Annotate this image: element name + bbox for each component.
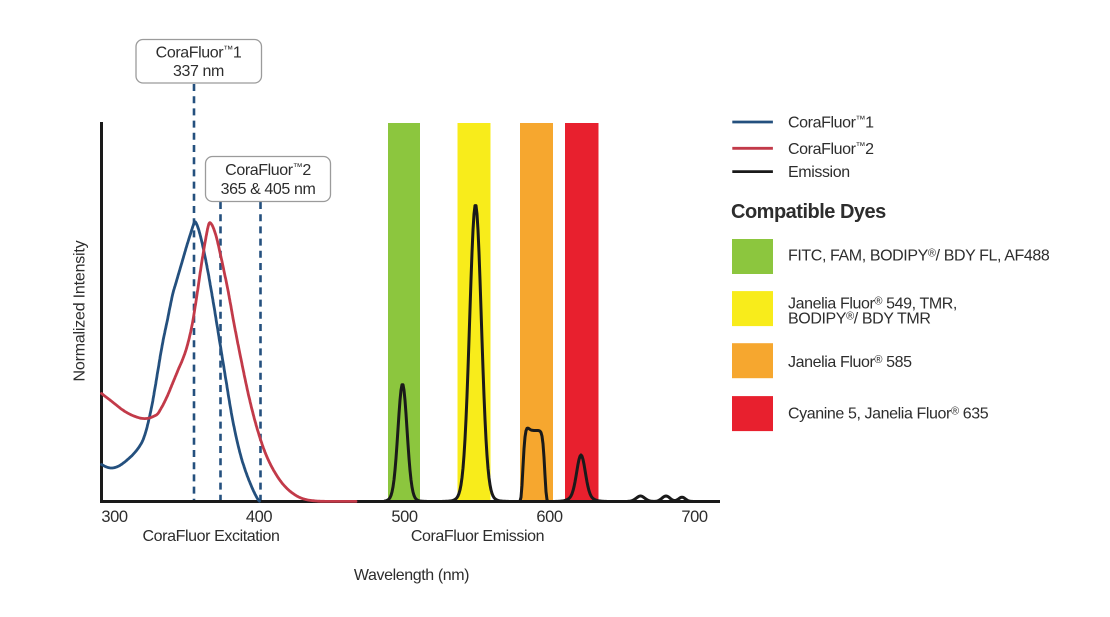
svg-text:Cyanine 5, Janelia Fluor® 635: Cyanine 5, Janelia Fluor® 635 [788, 406, 989, 423]
svg-text:400: 400 [246, 508, 273, 526]
svg-text:500: 500 [391, 508, 418, 526]
svg-text:CoraFluor™1: CoraFluor™1 [788, 115, 874, 132]
svg-text:Emission: Emission [788, 164, 850, 181]
svg-text:337 nm: 337 nm [173, 63, 224, 80]
svg-text:CoraFluor™2: CoraFluor™2 [788, 141, 874, 158]
svg-text:365 & 405 nm: 365 & 405 nm [221, 181, 316, 198]
svg-text:BODIPY®/ BDY TMR: BODIPY®/ BDY TMR [788, 311, 931, 328]
svg-text:600: 600 [536, 508, 563, 526]
svg-text:Janelia Fluor® 585: Janelia Fluor® 585 [788, 354, 912, 371]
svg-text:Janelia Fluor® 549, TMR,: Janelia Fluor® 549, TMR, [788, 296, 957, 313]
svg-text:Wavelength (nm): Wavelength (nm) [354, 567, 469, 584]
svg-text:Compatible Dyes: Compatible Dyes [731, 201, 886, 223]
svg-text:CoraFluor Excitation: CoraFluor Excitation [143, 528, 280, 545]
svg-text:300: 300 [101, 508, 128, 526]
svg-text:700: 700 [681, 508, 708, 526]
svg-text:FITC, FAM, BODIPY®/ BDY FL, AF: FITC, FAM, BODIPY®/ BDY FL, AF488 [788, 248, 1050, 265]
svg-text:CoraFluor™1: CoraFluor™1 [156, 45, 242, 62]
svg-text:Normalized Intensity: Normalized Intensity [72, 240, 89, 381]
svg-text:CoraFluor Emission: CoraFluor Emission [411, 528, 544, 545]
svg-text:CoraFluor™2: CoraFluor™2 [225, 162, 311, 179]
